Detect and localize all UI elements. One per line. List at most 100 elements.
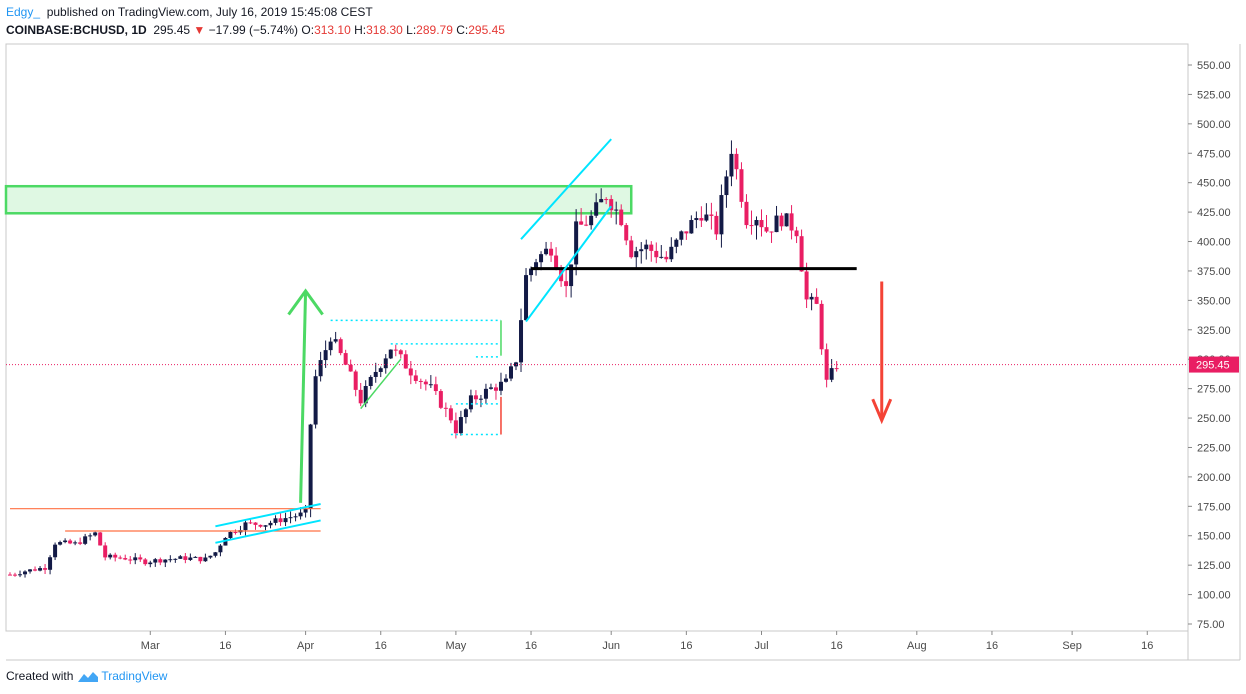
candle-body — [118, 557, 123, 559]
y-tick-label: 250.00 — [1197, 413, 1231, 425]
candle-body — [604, 199, 609, 201]
candle-body — [774, 215, 779, 233]
candle-body — [674, 239, 679, 247]
y-tick-label: 150.00 — [1197, 531, 1231, 543]
candle-body — [378, 368, 383, 372]
candle-body — [594, 202, 599, 216]
candle-body — [443, 407, 448, 409]
candle-body — [629, 240, 634, 258]
y-tick-label: 375.00 — [1197, 266, 1231, 278]
candle-body — [213, 552, 218, 556]
candle-body — [689, 220, 694, 234]
candle-body — [128, 559, 133, 561]
candle-body — [308, 424, 313, 509]
candle-body — [153, 559, 158, 563]
candle-body — [779, 215, 784, 227]
candle-body — [398, 350, 403, 355]
drawings-back — [4, 184, 633, 215]
candle-body — [809, 296, 814, 300]
candle-body — [549, 248, 554, 256]
wedge-upper — [215, 502, 321, 528]
candle-body — [258, 524, 263, 527]
candle-body — [829, 368, 834, 380]
candle-body — [63, 540, 68, 543]
candle-body — [619, 209, 624, 226]
x-tick-label: 16 — [219, 640, 231, 652]
candle-body — [428, 384, 433, 386]
candle-body — [143, 559, 148, 565]
y-tick-label: 475.00 — [1197, 148, 1231, 160]
candle-body — [694, 218, 699, 221]
candle-body — [388, 349, 393, 359]
last-price-tag — [1189, 356, 1239, 373]
candle-body — [303, 508, 308, 513]
candle-body — [293, 516, 298, 518]
high-value: 318.30 — [366, 23, 403, 37]
candle-body — [784, 213, 789, 227]
candle-body — [503, 378, 508, 382]
candle-body — [498, 381, 503, 391]
candle-body — [193, 556, 198, 558]
candle-body — [113, 554, 118, 558]
open-label: O: — [301, 23, 315, 37]
x-tick-label: Aug — [907, 640, 927, 652]
candle-body — [473, 395, 478, 400]
candle-body — [253, 522, 258, 525]
candle-body — [168, 559, 173, 561]
candle-body — [814, 296, 819, 304]
candle-body — [43, 568, 48, 570]
candle-body — [178, 556, 183, 559]
candle-body — [569, 264, 574, 287]
candle-body — [488, 387, 493, 389]
y-tick-label: 225.00 — [1197, 442, 1231, 454]
author-name[interactable]: Edgy_ — [6, 5, 41, 19]
y-tick-label: 75.00 — [1197, 619, 1225, 631]
candle-body — [33, 569, 38, 571]
candle-body — [834, 368, 839, 370]
candle-body — [819, 303, 824, 350]
x-tick-label: 16 — [375, 640, 387, 652]
candle-body — [564, 281, 569, 287]
candle-body — [133, 557, 138, 561]
candle-body — [509, 366, 513, 379]
candle-body — [338, 339, 343, 354]
candle-body — [318, 360, 323, 377]
candle-body — [263, 525, 268, 527]
candle-body — [53, 544, 58, 558]
y-tick-label: 125.00 — [1197, 560, 1231, 572]
y-tick-label: 425.00 — [1197, 207, 1231, 219]
candle-body — [554, 255, 559, 269]
candle-body — [218, 545, 223, 553]
candle-body — [519, 320, 524, 363]
candle-body — [148, 562, 153, 565]
candle-body — [799, 236, 804, 272]
candle-body — [108, 554, 113, 558]
candle-body — [664, 256, 669, 260]
candle-body — [368, 376, 373, 387]
candle-body — [268, 522, 273, 526]
close-label: C: — [456, 23, 469, 37]
candle-body — [198, 556, 203, 562]
x-tick-label: May — [445, 640, 466, 652]
candle-body — [669, 246, 674, 260]
candle-body — [634, 251, 639, 258]
y-tick-label: 100.00 — [1197, 590, 1231, 602]
candle-body — [28, 569, 33, 572]
candle-body — [353, 371, 358, 390]
candle-body — [639, 249, 644, 252]
candle-body — [544, 248, 549, 255]
candle-body — [458, 417, 463, 434]
candle-body — [539, 254, 544, 263]
candle-body — [744, 201, 749, 226]
candle-body — [208, 555, 213, 558]
y-tick-label: 350.00 — [1197, 295, 1231, 307]
candle-body — [769, 231, 774, 233]
x-tick-label: 16 — [1141, 640, 1153, 652]
candle-body — [283, 518, 288, 523]
candle-body — [383, 358, 388, 369]
candle-body — [804, 271, 809, 300]
low-label: L: — [406, 23, 417, 37]
candle-body — [734, 153, 739, 170]
tradingview-brand[interactable]: TradingView — [101, 669, 168, 683]
